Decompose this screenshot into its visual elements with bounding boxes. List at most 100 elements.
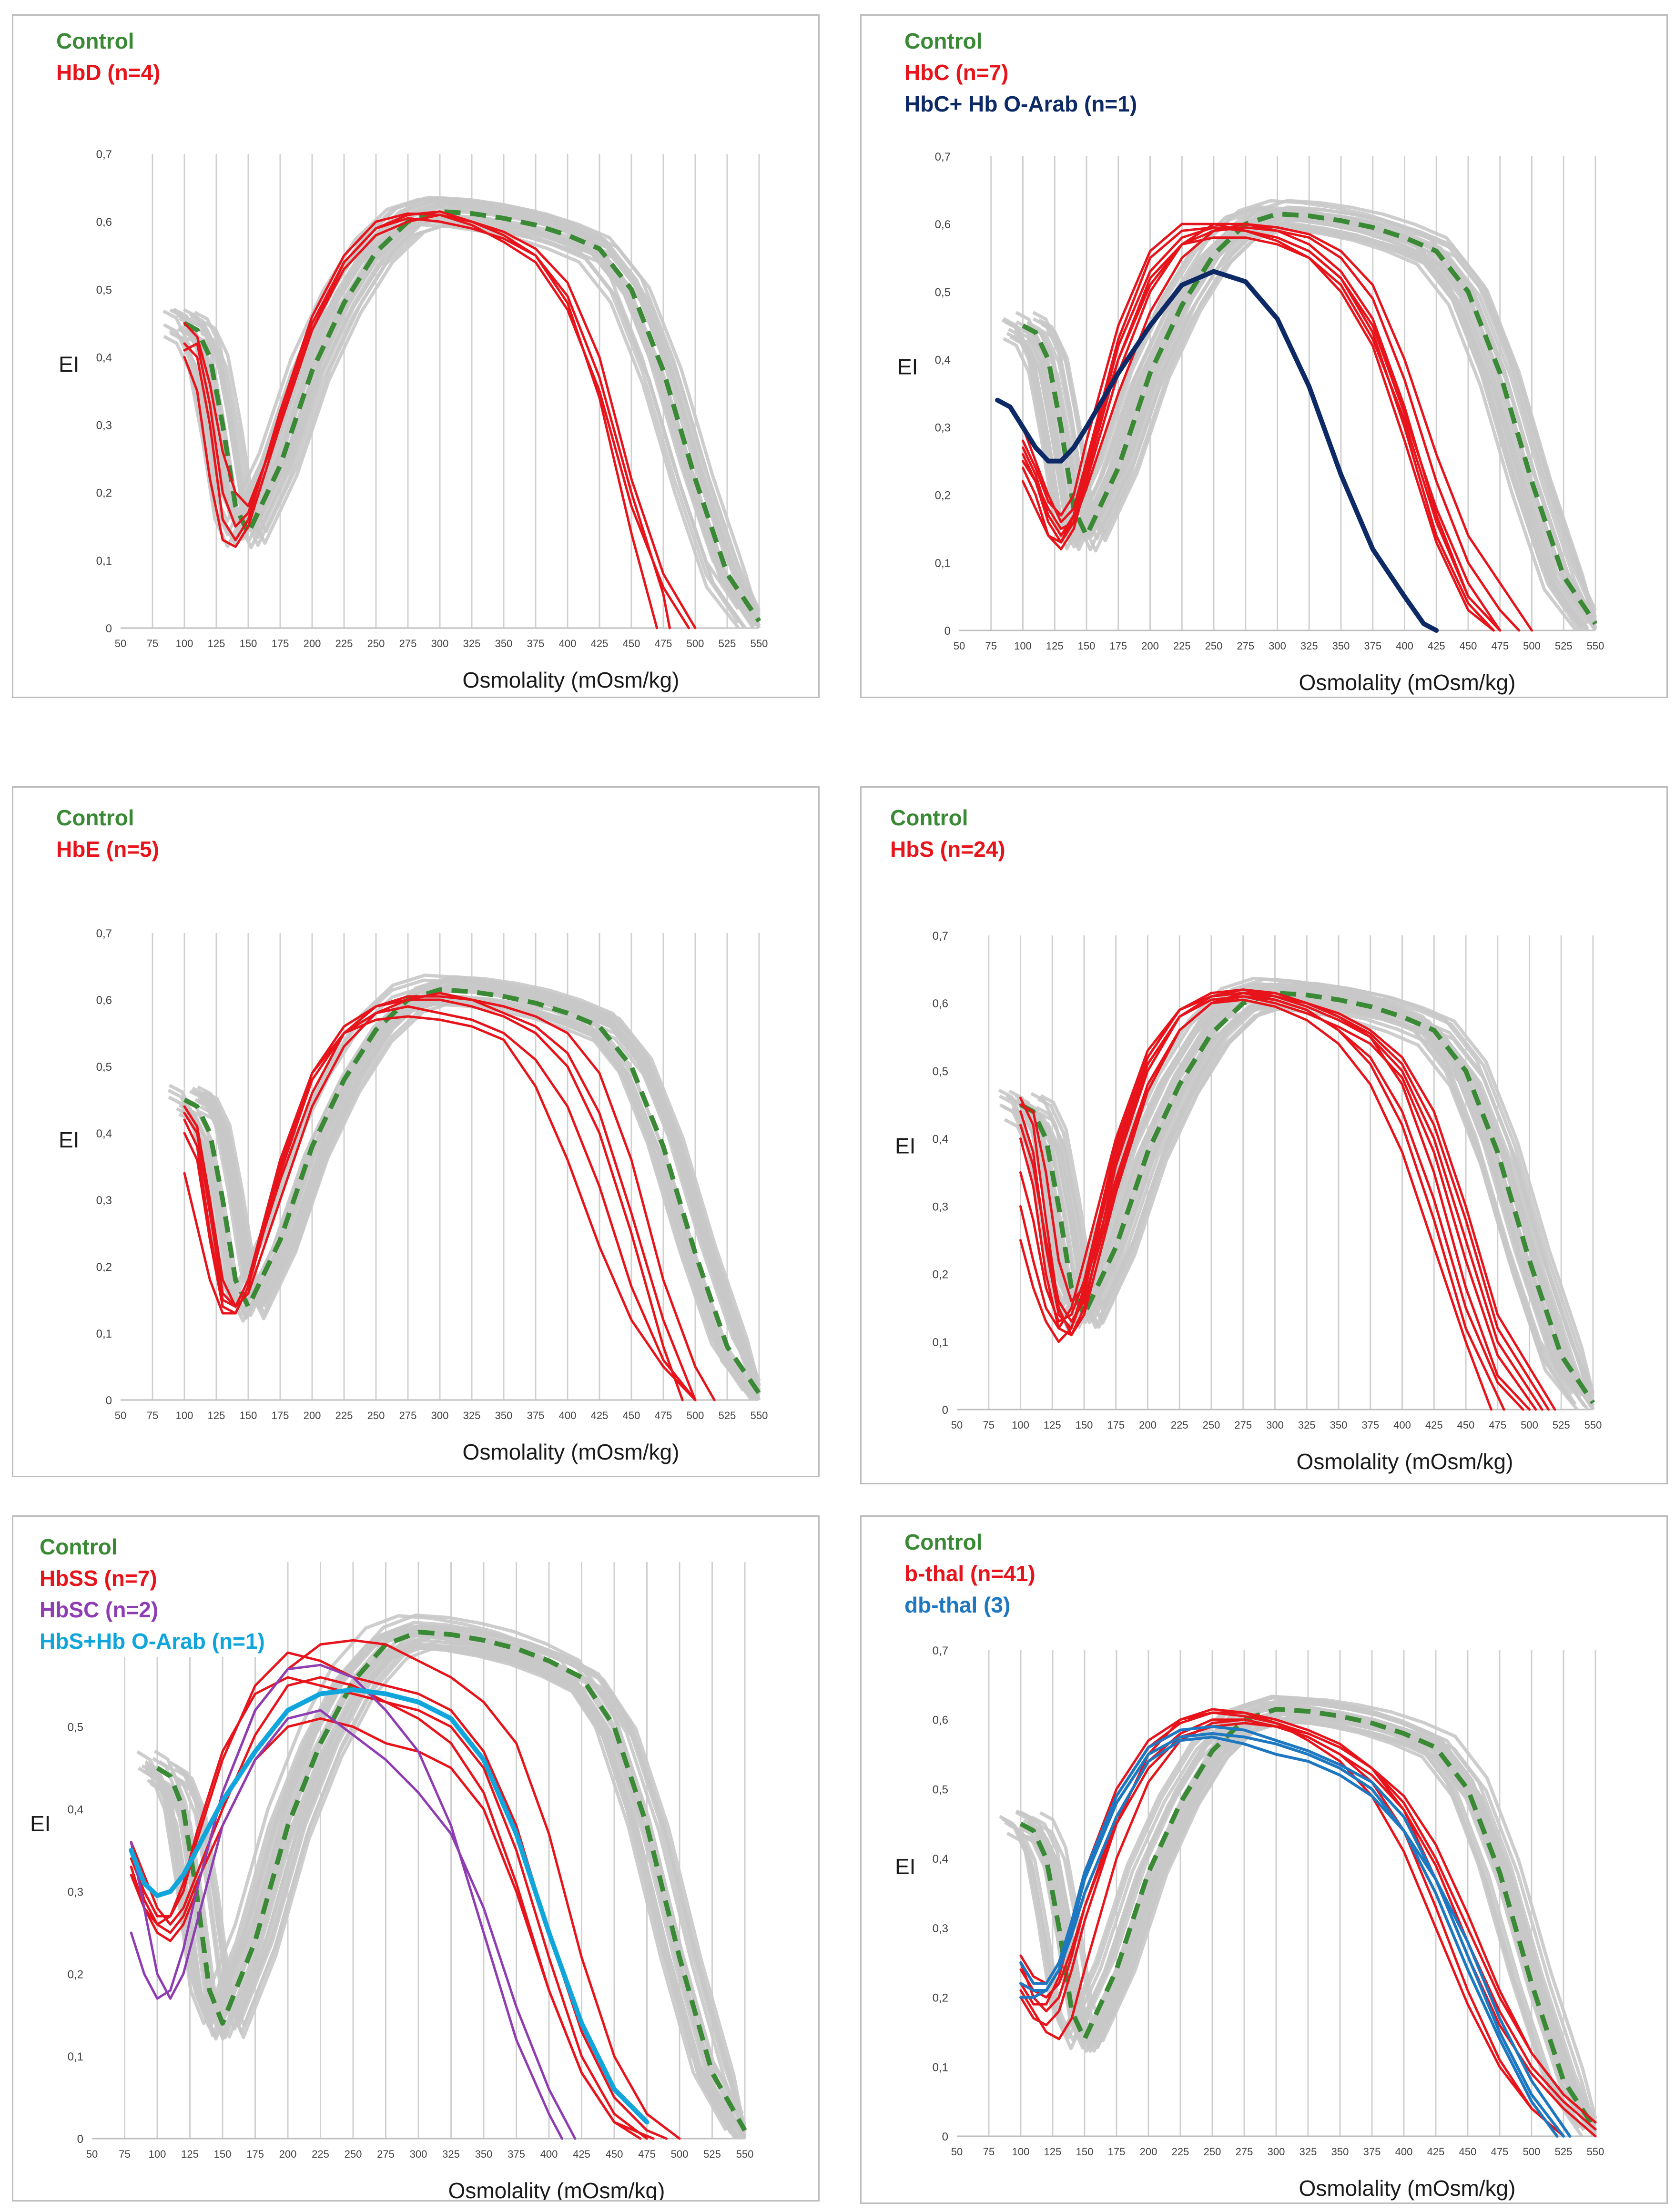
x-tick-label: 100 [1012, 1419, 1029, 1431]
series-hbsc [130, 1664, 577, 2140]
legend-entry: HbSC (n=2) [40, 1597, 159, 1622]
legend-entry: Control [890, 805, 968, 830]
control-mean-line [1022, 211, 1598, 625]
legend-entry: Control [40, 1534, 118, 1559]
control-curve [176, 201, 753, 614]
x-tick-label: 175 [272, 1410, 289, 1421]
y-tick-label: 0,2 [935, 489, 951, 502]
x-tick-label: 75 [147, 638, 158, 649]
series-hbe [183, 992, 716, 1401]
y-tick-label: 0,1 [68, 2050, 83, 2063]
y-tick-label: 0,4 [96, 1127, 112, 1140]
y-tick-label: 0,4 [96, 351, 112, 364]
x-tick-label: 525 [719, 638, 736, 649]
x-tick-label: 175 [1107, 1419, 1125, 1431]
x-tick-label: 375 [1364, 640, 1381, 652]
control-band [136, 1613, 747, 2140]
x-tick-label: 150 [240, 638, 257, 649]
y-tick-label: 0,7 [96, 927, 112, 940]
x-tick-label: 75 [985, 640, 997, 652]
legend: Control b-thal (n=41) db-thal (3) [904, 1526, 1045, 1621]
y-tick-label: 0,1 [933, 1336, 948, 1349]
y-tick-label: 0,3 [935, 422, 951, 435]
series-line [183, 1005, 697, 1401]
y-tick-label: 0,4 [933, 1853, 948, 1866]
x-tick-label: 550 [751, 638, 768, 649]
control-band [998, 976, 1595, 1411]
x-tick-label: 500 [687, 1410, 704, 1421]
legend: Control HbE (n=5) [56, 802, 169, 865]
y-axis-label: EI [30, 1811, 51, 1836]
x-tick-label: 350 [475, 2148, 493, 2160]
x-tick-label: 75 [147, 1410, 158, 1421]
x-tick-label: 275 [1237, 640, 1254, 652]
chart-svg: 0 0,1 0,2 0,3 0,4 0,5 0,6 0,7 50 75 100 125 150 175 20… [59, 927, 768, 1464]
series-line [1022, 236, 1502, 632]
x-tick-label: 350 [1331, 2146, 1349, 2158]
control-curve [163, 223, 740, 629]
x-tick-label: 375 [1363, 2146, 1381, 2158]
x-tick-label: 425 [591, 638, 609, 649]
panel-hbs: 0 0,1 0,2 0,3 0,4 0,5 0,6 0,7 50 75 100 125 150 175 20… [860, 786, 1668, 1484]
y-tick-label: 0,7 [96, 148, 112, 161]
series-line [183, 992, 697, 1401]
x-tick-label: 325 [463, 1410, 481, 1421]
y-axis-label: EI [897, 355, 918, 379]
series-line [183, 213, 659, 629]
y-tick-label: 0,4 [935, 354, 951, 366]
y-tick-label: 0,5 [933, 1783, 948, 1796]
y-tick-label: 0 [942, 2131, 948, 2143]
series-line [1022, 226, 1495, 632]
x-axis-label: Osmolality (mOsm/kg) [463, 668, 680, 692]
series-line [183, 217, 671, 629]
x-tick-label: 475 [655, 638, 672, 649]
x-tick-label: 325 [1298, 1419, 1316, 1431]
series-line [1019, 995, 1537, 1411]
series-line [130, 1676, 648, 2140]
x-tick-label: 400 [559, 638, 577, 649]
y-tick-label: 0,4 [68, 1804, 83, 1816]
x-tick-label: 125 [1046, 640, 1064, 652]
legend-entry: HbSS (n=7) [40, 1566, 157, 1591]
y-tick-label: 0,5 [935, 286, 951, 299]
x-axis-label: Osmolality (mOsm/kg) [448, 2178, 665, 2200]
y-tick-label: 0,3 [933, 1922, 948, 1935]
control-mean-line [1019, 1706, 1598, 2131]
x-tick-label: 550 [751, 1410, 768, 1421]
x-tick-label: 400 [1393, 1419, 1411, 1431]
series-line [183, 210, 697, 629]
y-tick-label: 0,6 [96, 994, 112, 1007]
control-band [162, 195, 761, 629]
x-tick-label: 550 [1587, 2146, 1604, 2158]
x-tick-label: 350 [495, 638, 513, 649]
series-line [130, 1639, 681, 2140]
series-line [183, 212, 690, 629]
x-tick-label: 400 [559, 1410, 577, 1421]
x-tick-label: 550 [1587, 640, 1604, 652]
control-curve [168, 985, 745, 1392]
y-tick-label: 0,1 [933, 2061, 948, 2074]
y-axis-label: EI [895, 1134, 915, 1158]
x-tick-label: 475 [1489, 1419, 1506, 1431]
legend: Control HbS (n=24) [890, 802, 1015, 865]
legend-entry: HbS+Hb O-Arab (n=1) [40, 1629, 265, 1654]
x-tick-label: 100 [1014, 640, 1032, 652]
chart-svg: 0 0,1 0,2 0,3 0,4 0,5 0,6 0,7 50 75 100 125 150 175 20… [59, 148, 768, 692]
y-tick-label: 0,5 [68, 1721, 83, 1734]
series-line [130, 1709, 577, 2140]
series-line [1019, 1735, 1572, 2138]
x-tick-label: 375 [508, 2148, 525, 2160]
y-tick-label: 0,2 [96, 487, 112, 500]
x-tick-label: 225 [1171, 1419, 1188, 1431]
y-tick-label: 0,7 [933, 930, 948, 943]
y-tick-label: 0,5 [96, 1061, 112, 1074]
y-tick-label: 0,3 [933, 1201, 948, 1214]
x-tick-label: 425 [573, 2148, 590, 2160]
y-tick-label: 0 [106, 1394, 112, 1407]
x-tick-label: 100 [176, 638, 193, 649]
x-tick-label: 525 [1555, 2146, 1573, 2158]
y-tick-label: 0 [942, 1404, 948, 1417]
y-tick-label: 0 [77, 2133, 83, 2146]
series-line [130, 1664, 563, 2140]
x-tick-label: 275 [377, 2148, 395, 2160]
